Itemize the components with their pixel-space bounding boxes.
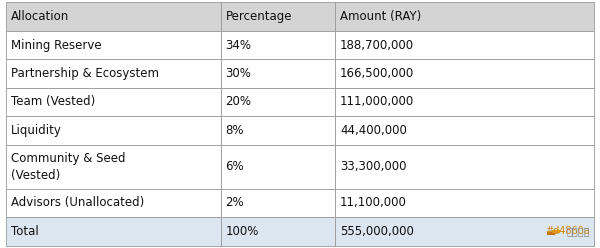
Text: Allocation: Allocation xyxy=(11,10,69,23)
Bar xyxy=(547,232,556,235)
Bar xyxy=(6,88,221,116)
Text: Team (Vested): Team (Vested) xyxy=(11,95,95,108)
Text: 34%: 34% xyxy=(226,39,251,52)
Bar xyxy=(6,145,221,189)
Text: 2%: 2% xyxy=(226,196,244,209)
Text: Advisors (Unallocated): Advisors (Unallocated) xyxy=(11,196,144,209)
Bar xyxy=(335,145,594,189)
Bar xyxy=(552,230,560,233)
Bar xyxy=(335,217,594,246)
Bar xyxy=(335,59,594,88)
Text: Mining Reserve: Mining Reserve xyxy=(11,39,101,52)
Bar xyxy=(335,88,594,116)
Text: Percentage: Percentage xyxy=(226,10,292,23)
Text: 8%: 8% xyxy=(226,124,244,137)
Text: #d4860a: #d4860a xyxy=(545,226,590,236)
Bar xyxy=(6,116,221,145)
Text: Total: Total xyxy=(11,225,38,238)
Text: 33,300,000: 33,300,000 xyxy=(340,160,407,173)
Bar xyxy=(6,31,221,59)
Text: 111,000,000: 111,000,000 xyxy=(340,95,415,108)
Text: 166,500,000: 166,500,000 xyxy=(340,67,415,80)
Bar xyxy=(335,31,594,59)
Bar xyxy=(221,31,335,59)
Text: Partnership & Ecosystem: Partnership & Ecosystem xyxy=(11,67,159,80)
Bar xyxy=(221,116,335,145)
Bar xyxy=(221,59,335,88)
Bar xyxy=(221,217,335,246)
Text: 44,400,000: 44,400,000 xyxy=(340,124,407,137)
Bar xyxy=(335,189,594,217)
Text: 11,100,000: 11,100,000 xyxy=(340,196,407,209)
Bar xyxy=(6,189,221,217)
Bar xyxy=(6,2,221,31)
Bar xyxy=(221,2,335,31)
Text: Community & Seed
(Vested): Community & Seed (Vested) xyxy=(11,152,125,182)
Text: 30%: 30% xyxy=(226,67,251,80)
Text: 100%: 100% xyxy=(226,225,259,238)
Bar xyxy=(6,59,221,88)
Bar xyxy=(221,145,335,189)
Text: 555,000,000: 555,000,000 xyxy=(340,225,414,238)
Text: 188,700,000: 188,700,000 xyxy=(340,39,414,52)
Bar xyxy=(335,116,594,145)
Text: 6%: 6% xyxy=(226,160,244,173)
Text: 金色财经: 金色财经 xyxy=(567,226,590,236)
Bar xyxy=(6,217,221,246)
Text: Liquidity: Liquidity xyxy=(11,124,62,137)
Bar xyxy=(221,189,335,217)
Text: 20%: 20% xyxy=(226,95,251,108)
Bar xyxy=(335,2,594,31)
Text: Amount (RAY): Amount (RAY) xyxy=(340,10,421,23)
Bar xyxy=(221,88,335,116)
